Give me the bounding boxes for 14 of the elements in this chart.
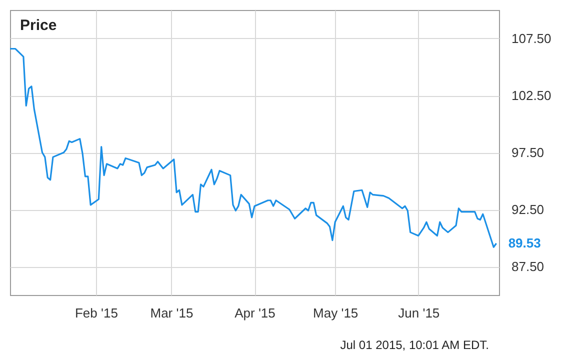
x-tick-label: Mar '15	[150, 306, 194, 320]
text: Price	[20, 17, 57, 34]
x-tick-label: Feb '15	[74, 306, 118, 320]
y-tick-label: 92.50	[512, 202, 544, 217]
y-tick-label: 97.50	[512, 145, 544, 160]
y-tick-label: 107.50	[512, 31, 552, 46]
text: Jul 01 2015, 10:01 AM EDT.	[340, 338, 489, 352]
y-tick-label: 102.50	[512, 88, 552, 103]
data-label: 89.53	[508, 235, 541, 250]
x-tick-label: Apr '15	[234, 306, 276, 320]
line-series	[9, 48, 498, 248]
x-tick-label: May '15	[313, 306, 358, 320]
x-tick-label: Jun '15	[398, 306, 440, 320]
y-tick-label: 87.50	[512, 259, 544, 274]
